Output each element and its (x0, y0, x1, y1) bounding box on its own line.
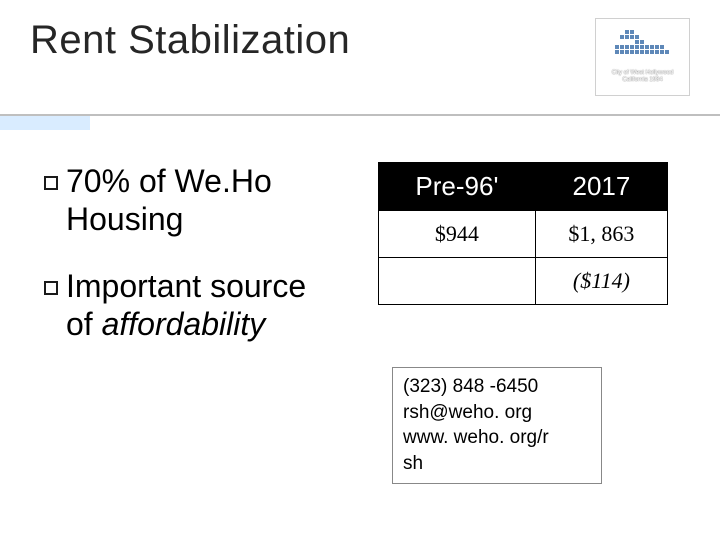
contact-email: rsh@weho. org (403, 400, 591, 426)
bullet-line-prefix: of (66, 306, 102, 342)
table-header: Pre-96' (379, 163, 536, 211)
rent-table: Pre-96' 2017 $944 $1, 863 ($114) (378, 162, 668, 305)
contact-phone: (323) 848 -6450 (403, 374, 591, 400)
bullet-marker-icon (44, 176, 58, 190)
divider-accent (0, 116, 90, 130)
title-divider (0, 104, 720, 134)
logo-pixelmap-icon (613, 30, 673, 68)
logo-caption: City of West Hollywood California 1984 (612, 70, 674, 84)
data-column: Pre-96' 2017 $944 $1, 863 ($114) (323) 8… (364, 162, 690, 484)
table-header-row: Pre-96' 2017 (379, 163, 668, 211)
header-row: Rent Stabilization City of West Hollywoo… (0, 0, 720, 96)
contact-url-2: sh (403, 451, 591, 477)
page-title: Rent Stabilization (30, 18, 350, 63)
bullet-text: Important source of affordability (66, 267, 306, 344)
bullet-item: Important source of affordability (44, 267, 364, 344)
bullet-text: 70% of We.Ho Housing (66, 162, 272, 239)
bullets-column: 70% of We.Ho Housing Important source of… (44, 162, 364, 484)
bullet-marker-icon (44, 281, 58, 295)
table-cell: ($114) (535, 258, 667, 305)
table-cell (379, 258, 536, 305)
divider-line (0, 114, 720, 116)
city-logo: City of West Hollywood California 1984 (595, 18, 690, 96)
table-row: ($114) (379, 258, 668, 305)
table-cell: $1, 863 (535, 211, 667, 258)
logo-caption-2: California 1984 (612, 77, 674, 84)
table-row: $944 $1, 863 (379, 211, 668, 258)
bullet-item: 70% of We.Ho Housing (44, 162, 364, 239)
bullet-line-italic: affordability (102, 306, 266, 342)
content-area: 70% of We.Ho Housing Important source of… (0, 134, 720, 484)
logo-caption-1: City of West Hollywood (612, 70, 674, 77)
bullet-line: 70% of We.Ho (66, 163, 272, 199)
bullet-line: Housing (66, 201, 183, 237)
contact-url-1: www. weho. org/r (403, 425, 591, 451)
contact-box: (323) 848 -6450 rsh@weho. org www. weho.… (392, 367, 602, 484)
bullet-line: Important source (66, 268, 306, 304)
table-header: 2017 (535, 163, 667, 211)
table-cell: $944 (379, 211, 536, 258)
